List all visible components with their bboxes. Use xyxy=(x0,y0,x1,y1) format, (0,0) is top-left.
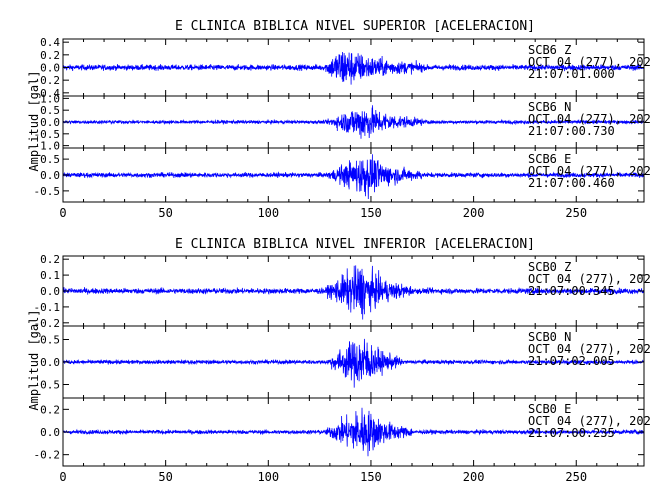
y-tick-label: -0.2 xyxy=(34,449,61,462)
x-tick-label: 100 xyxy=(257,206,279,220)
y-tick-label: 0.0 xyxy=(40,356,60,369)
y-axis-label-lower: Amplitud [gal] xyxy=(27,309,41,410)
y-tick-label: 0.5 xyxy=(40,334,60,347)
y-tick-label: 0.0 xyxy=(40,62,60,75)
time-label: 21:07:01.000 xyxy=(528,67,615,81)
y-tick-label: -0.5 xyxy=(34,128,61,141)
trace-SCB6-Z xyxy=(63,51,644,85)
y-tick-label: 0.0 xyxy=(40,116,60,129)
y-tick-label: 0.1 xyxy=(40,269,60,282)
x-tick-label: 250 xyxy=(565,470,587,484)
x-tick-label: 250 xyxy=(565,206,587,220)
y-tick-label: 0.5 xyxy=(40,104,60,117)
y-tick-label: -0.5 xyxy=(34,185,61,198)
date-label: OCT 04 (277), 2025 xyxy=(528,112,650,126)
date-label: OCT 04 (277), 2025 xyxy=(528,342,650,356)
y-tick-label: -0.5 xyxy=(34,379,61,392)
date-label: OCT 04 (277), 2025 xyxy=(528,272,650,286)
time-label: 21:07:00.730 xyxy=(528,124,615,138)
y-tick-label: 0.2 xyxy=(40,49,60,62)
time-label: 21:07:00.235 xyxy=(528,426,615,440)
y-tick-label: -0.2 xyxy=(34,74,61,87)
x-tick-label: 200 xyxy=(463,470,485,484)
y-tick-label: 0.0 xyxy=(40,169,60,182)
station-label: SCB6 Z xyxy=(528,43,571,57)
y-tick-label: 0.0 xyxy=(40,285,60,298)
x-tick-label: 150 xyxy=(360,206,382,220)
trace-SCB0-Z xyxy=(63,265,644,320)
trace-SCB6-N xyxy=(63,105,644,139)
station-label: SCB6 E xyxy=(528,152,571,166)
y-tick-label: -0.1 xyxy=(34,301,61,314)
trace-SCB6-E xyxy=(63,154,644,200)
station-label: SCB0 E xyxy=(528,402,571,416)
station-label: SCB6 N xyxy=(528,100,571,114)
station-label: SCB0 N xyxy=(528,330,571,344)
time-label: 21:07:00.345 xyxy=(528,284,615,298)
time-label: 21:07:00.460 xyxy=(528,176,615,190)
y-tick-label: 0.5 xyxy=(40,153,60,166)
y-tick-label: 0.4 xyxy=(40,36,60,49)
x-tick-label: 100 xyxy=(257,470,279,484)
y-tick-label: 1.0 xyxy=(40,92,60,105)
x-tick-label: 50 xyxy=(158,206,172,220)
time-label: 21:07:02.005 xyxy=(528,354,615,368)
x-tick-label: 150 xyxy=(360,470,382,484)
y-tick-label: 0.2 xyxy=(40,403,60,416)
x-tick-label: 50 xyxy=(158,470,172,484)
date-label: OCT 04 (277), 2025 xyxy=(528,55,650,69)
y-tick-label: 0.0 xyxy=(40,426,60,439)
chart-title-lower: E CLINICA BIBLICA NIVEL INFERIOR [ACELER… xyxy=(175,237,535,252)
x-tick-label: 200 xyxy=(463,206,485,220)
chart-title-upper: E CLINICA BIBLICA NIVEL SUPERIOR [ACELER… xyxy=(175,19,535,34)
x-tick-label: 0 xyxy=(59,470,66,484)
y-tick-label: 0.2 xyxy=(40,253,60,266)
trace-SCB0-E xyxy=(63,407,644,457)
chart-upper: E CLINICA BIBLICA NIVEL SUPERIOR [ACELER… xyxy=(27,19,650,220)
x-tick-label: 0 xyxy=(59,206,66,220)
trace-SCB0-N xyxy=(63,338,644,388)
chart-lower: E CLINICA BIBLICA NIVEL INFERIOR [ACELER… xyxy=(27,237,650,484)
y-tick-label: -0.4 xyxy=(34,87,61,100)
y-axis-label-upper: Amplitud [gal] xyxy=(27,70,41,171)
station-label: SCB0 Z xyxy=(528,260,571,274)
date-label: OCT 04 (277), 2025 xyxy=(528,414,650,428)
y-tick-label: -0.2 xyxy=(34,317,61,330)
date-label: OCT 04 (277), 2025 xyxy=(528,164,650,178)
y-tick-label: -1.0 xyxy=(34,140,61,153)
